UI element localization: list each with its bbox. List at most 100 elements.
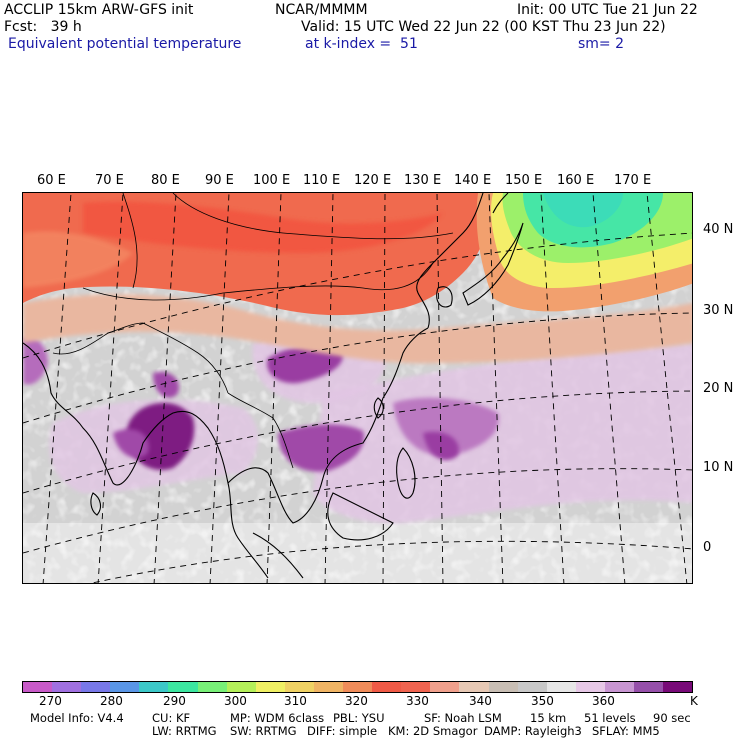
colorbar-tick-label: 340 [469, 694, 492, 708]
colorbar-swatch [81, 682, 111, 692]
lon-label: 130 E [404, 173, 442, 188]
border [122, 193, 138, 289]
japan-islands [462, 222, 524, 306]
colorbar-swatch [430, 682, 460, 692]
philippine-sea-core [423, 431, 459, 460]
footer-lw: LW: RRTMG [152, 724, 217, 738]
lat-label: 20 N [703, 381, 734, 396]
philippine-sea-convection [393, 397, 499, 456]
lat-label: 10 N [703, 460, 734, 475]
colorbar-tick-label: 280 [100, 694, 123, 708]
colorbar-swatch [575, 682, 605, 692]
footer-diff: DIFF: simple [307, 724, 378, 738]
colorbar-tick-label: 350 [531, 694, 554, 708]
assam-convection [153, 371, 179, 398]
lat-label: 30 N [703, 303, 734, 318]
lon-label: 160 E [557, 173, 595, 188]
sakhalin [492, 193, 509, 214]
footer-model-info: Model Info: V4.4 [30, 711, 124, 725]
colorbar-swatch [401, 682, 431, 692]
lon-label: 70 E [95, 173, 124, 188]
taiwan [373, 397, 384, 419]
lon-label: 170 E [614, 173, 652, 188]
footer-mp: MP: WDM 6class [230, 711, 325, 725]
valid-time: Valid: 15 UTC Wed 22 Jun 22 (00 KST Thu … [301, 19, 666, 35]
field-name: Equivalent potential temperature [8, 36, 242, 52]
parallel [23, 232, 692, 359]
footer-damp: DAMP: Rayleigh3 [484, 724, 582, 738]
parallel [90, 540, 692, 583]
footer-pbl: PBL: YSU [333, 711, 385, 725]
footer-cu: CU: KF [152, 711, 191, 725]
colorbar-tick-label: 320 [345, 694, 368, 708]
footer-km: KM: 2D Smagor [388, 724, 478, 738]
colorbar-tick-label: 290 [163, 694, 186, 708]
colorbar-swatch [23, 682, 53, 692]
theta-e-field [23, 193, 692, 583]
smoothing-label: sm= 2 [578, 36, 625, 52]
colorbar-swatch [197, 682, 227, 692]
center-label: NCAR/MMMM [275, 2, 368, 18]
footer-resolution: 15 km [530, 711, 567, 725]
bengal-convection-edge [113, 429, 149, 458]
colorbar-swatch [488, 682, 518, 692]
lat-label: 40 N [703, 222, 734, 237]
korea-peninsula [436, 286, 453, 308]
border [227, 392, 294, 469]
sichuan-convection [267, 345, 344, 384]
border [172, 193, 454, 240]
colorbar-tick-label: 300 [224, 694, 247, 708]
lon-label: 110 E [303, 173, 341, 188]
footer-sf: SF: Noah LSM [424, 711, 502, 725]
tropical-lavender-band [313, 343, 692, 524]
lon-label: 150 E [505, 173, 543, 188]
map-panel [22, 192, 693, 584]
indochina-convection [278, 424, 364, 472]
colorbar-swatch [255, 682, 285, 692]
colorbar-swatch [663, 682, 693, 692]
init-time: Init: 00 UTC Tue 21 Jun 22 [517, 2, 698, 18]
colorbar-unit: K [690, 694, 698, 708]
parallel [23, 390, 692, 494]
level-label: at k-index = 51 [305, 36, 418, 52]
parallel [23, 468, 692, 554]
border [82, 262, 434, 301]
lon-label: 60 E [37, 173, 66, 188]
colorbar-swatch [517, 682, 547, 692]
colorbar-tick-label: 270 [39, 694, 62, 708]
colorbar-swatch [139, 682, 169, 692]
colorbar-swatch [459, 682, 489, 692]
peach-transition-band [23, 294, 692, 364]
philippines [396, 447, 416, 499]
lat-label: 0 [703, 540, 712, 555]
sumatra [252, 532, 304, 579]
colorbar-tick-label: 360 [592, 694, 615, 708]
parallel [23, 312, 692, 424]
lon-label: 140 E [454, 173, 492, 188]
southeast-asia-coast [227, 327, 429, 524]
colorbar [22, 681, 693, 693]
footer-levels: 51 levels [584, 711, 636, 725]
colorbar-swatch [284, 682, 314, 692]
colorbar-tick-label: 310 [284, 694, 307, 708]
border [142, 322, 229, 394]
colorbar-tick-label: 330 [406, 694, 429, 708]
south-asia-coast [23, 342, 269, 579]
colorbar-swatch [110, 682, 140, 692]
northeast-cyan-core [543, 193, 623, 228]
colorbar-swatch [372, 682, 402, 692]
sri-lanka [90, 492, 102, 516]
arabian-convection [23, 336, 48, 385]
lon-label: 80 E [151, 173, 180, 188]
colorbar-swatch [226, 682, 256, 692]
western-warm-patch [23, 231, 133, 288]
footer-timestep: 90 sec [653, 711, 691, 725]
colorbar-swatch [343, 682, 373, 692]
graticule [23, 193, 692, 583]
colorbar-swatch [52, 682, 82, 692]
colorbar-swatch [168, 682, 198, 692]
colorbar-swatch [604, 682, 634, 692]
colorbar-swatch [313, 682, 344, 692]
borders [52, 193, 454, 469]
borneo [327, 492, 394, 541]
